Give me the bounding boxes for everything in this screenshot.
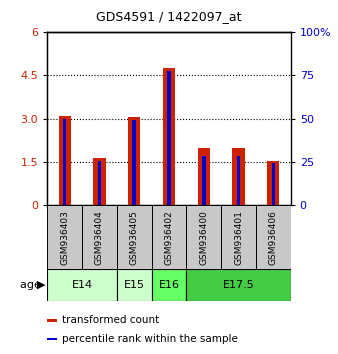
Bar (152, 205, 186, 269)
Bar (198, 148, 210, 205)
Bar (267, 160, 280, 205)
Bar (132, 120, 136, 205)
Bar (47, 319, 57, 321)
Text: GSM936401: GSM936401 (234, 210, 243, 265)
Bar (186, 269, 291, 301)
Bar (47, 205, 82, 269)
Text: GSM936400: GSM936400 (199, 210, 208, 265)
Bar (98, 160, 101, 205)
Bar (152, 269, 186, 301)
Bar (47, 338, 57, 340)
Text: percentile rank within the sample: percentile rank within the sample (62, 334, 238, 344)
Bar (167, 71, 171, 205)
Bar (58, 116, 71, 205)
Text: E14: E14 (72, 280, 93, 290)
Bar (47, 269, 117, 301)
Bar (221, 205, 256, 269)
Bar (202, 156, 206, 205)
Bar (117, 269, 152, 301)
Bar (271, 164, 275, 205)
Bar (186, 205, 221, 269)
Bar (63, 119, 67, 205)
Text: GDS4591 / 1422097_at: GDS4591 / 1422097_at (96, 10, 242, 23)
Text: GSM936405: GSM936405 (130, 210, 139, 265)
Bar (163, 68, 175, 205)
Text: E15: E15 (124, 280, 145, 290)
Bar (256, 205, 291, 269)
Bar (233, 148, 245, 205)
Text: GSM936402: GSM936402 (165, 210, 173, 264)
Text: E17.5: E17.5 (223, 280, 255, 290)
Bar (82, 205, 117, 269)
Text: GSM936403: GSM936403 (60, 210, 69, 265)
Bar (237, 156, 240, 205)
Text: transformed count: transformed count (62, 315, 159, 325)
Bar (128, 117, 140, 205)
Text: age: age (20, 280, 44, 290)
Text: GSM936406: GSM936406 (269, 210, 278, 265)
Text: ▶: ▶ (37, 280, 46, 290)
Bar (93, 158, 105, 205)
Text: GSM936404: GSM936404 (95, 210, 104, 264)
Bar (117, 205, 152, 269)
Text: E16: E16 (159, 280, 179, 290)
